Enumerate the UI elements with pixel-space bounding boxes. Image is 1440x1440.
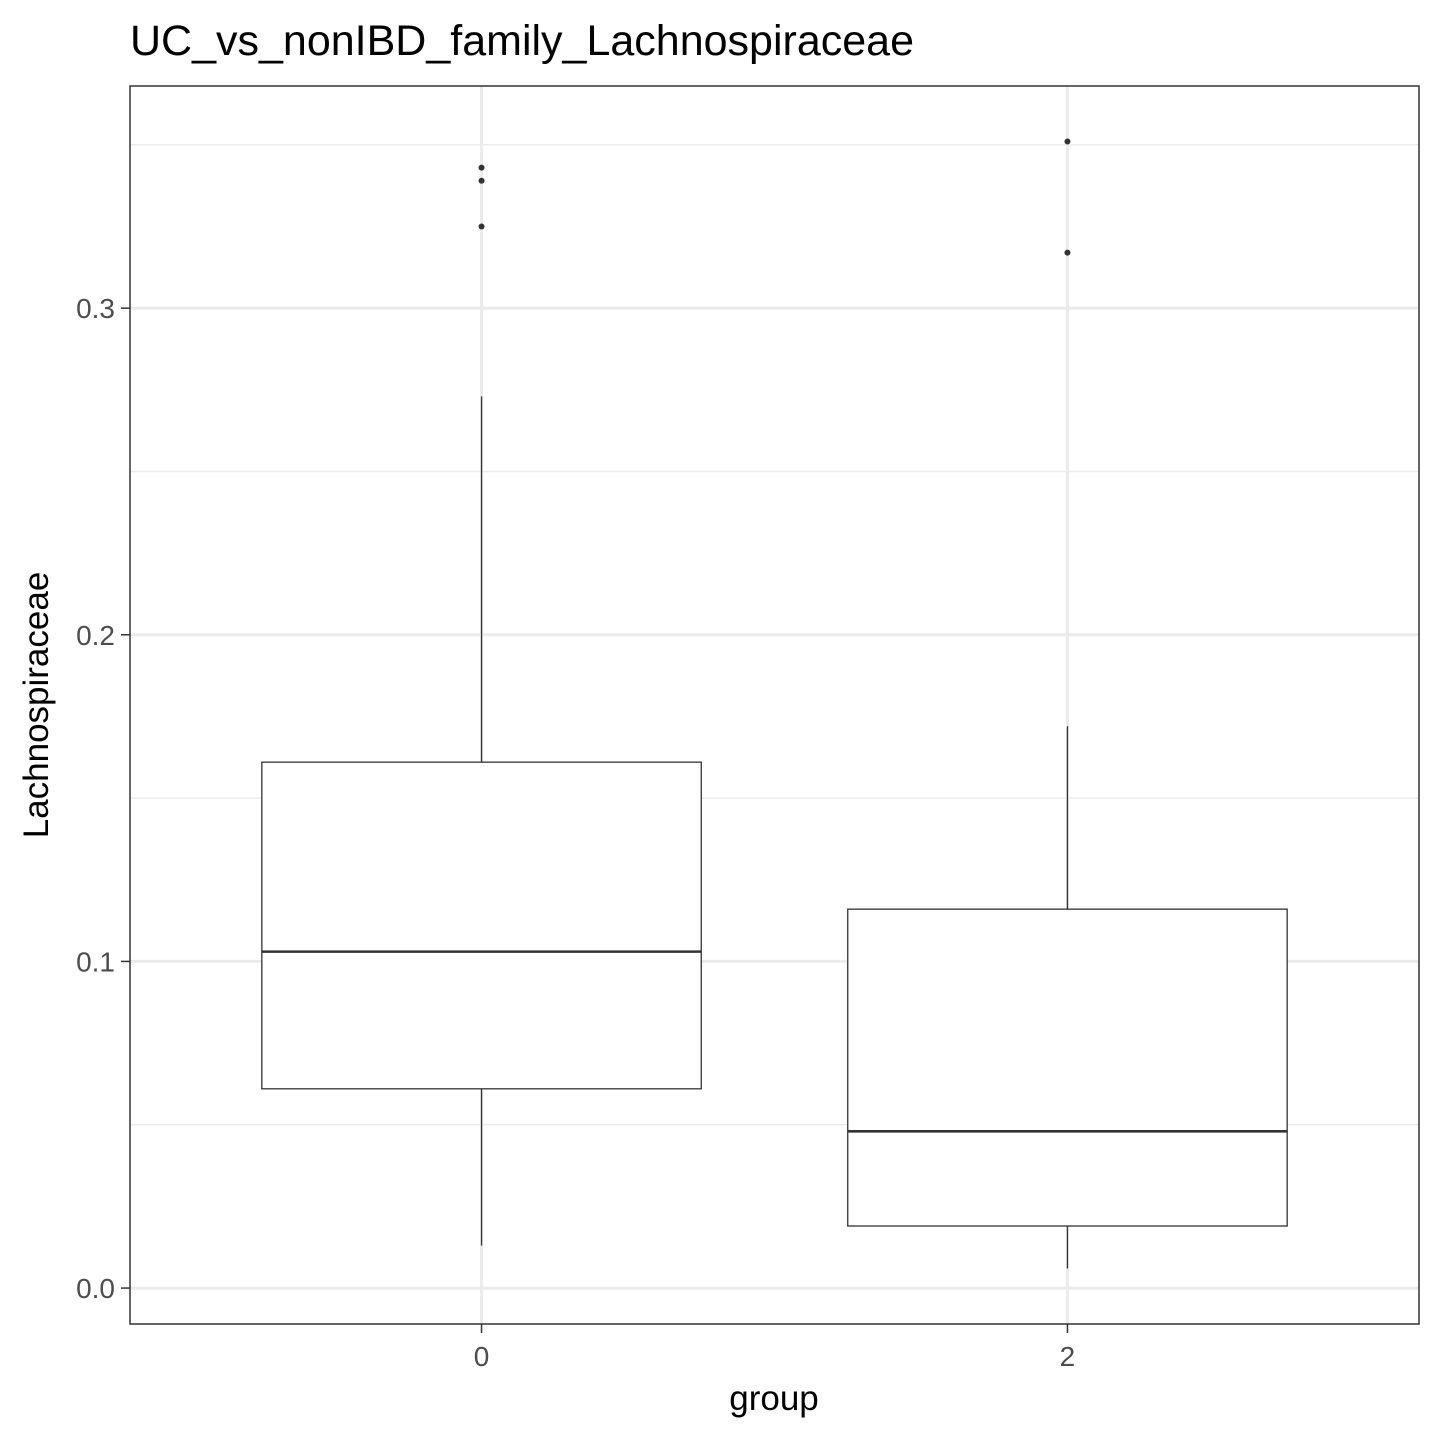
y-tick-label: 0.2 [76,620,115,651]
outlier-point [478,164,485,171]
outlier-point [478,223,485,230]
x-tick-label: 0 [474,1341,490,1372]
x-axis-title: group [729,1379,819,1418]
y-axis: 0.0 0.1 0.2 0.3 [76,293,130,1304]
boxes [261,138,1288,1269]
y-axis-title: Lachnospiraceae [17,572,56,839]
box-iqr [261,761,702,1090]
y-tick-label: 0.0 [76,1273,115,1304]
chart-title: UC_vs_nonIBD_family_Lachnospiraceae [130,17,914,65]
x-tick-label: 2 [1060,1341,1076,1372]
panel-border [129,85,1420,1325]
y-tick-label: 0.1 [76,946,115,977]
box-group-2 [847,138,1288,1269]
y-tick-label: 0.3 [76,293,115,324]
outlier-point [1064,249,1071,256]
outlier-point [1064,138,1071,145]
box-group-0 [261,164,702,1246]
box-iqr [847,908,1288,1227]
outlier-point [478,177,485,184]
